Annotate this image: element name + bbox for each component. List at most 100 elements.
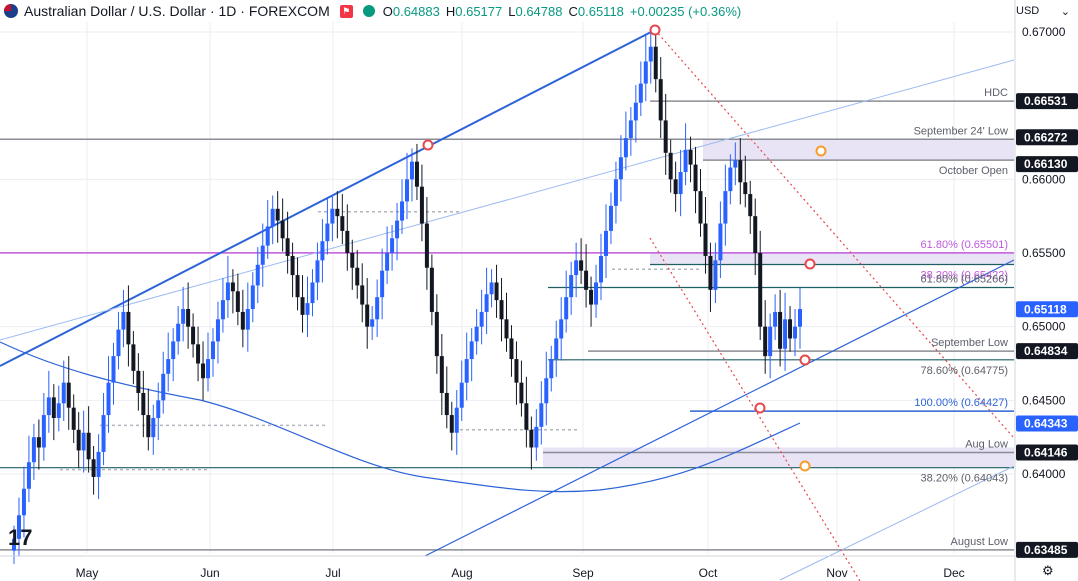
- candle-body: [345, 230, 350, 253]
- candle-body: [335, 208, 340, 217]
- candle-body: [414, 161, 419, 187]
- candle-body: [275, 208, 280, 221]
- x-tick-label: Dec: [943, 566, 964, 580]
- candle-body: [151, 418, 156, 438]
- candle-body: [36, 437, 41, 448]
- price-tag: [1016, 343, 1078, 360]
- candle-body: [584, 270, 589, 290]
- candle-body: [280, 220, 285, 239]
- pivot-marker: [815, 145, 827, 157]
- ohlc-change: +0.00235 (+0.36%): [629, 3, 742, 19]
- candle-body: [46, 397, 51, 416]
- symbol-title[interactable]: Australian Dollar / U.S. Dollar · 1D · F…: [24, 3, 330, 19]
- channel-mid-line: [0, 59, 1015, 341]
- candlestick-series: [12, 29, 802, 564]
- price-tag: [1016, 156, 1078, 173]
- candle-body: [225, 282, 230, 301]
- level-label: Aug Low: [965, 438, 1008, 450]
- candle-body: [544, 378, 549, 404]
- candle-body: [514, 359, 519, 383]
- candle-body: [439, 356, 444, 393]
- candle-body: [255, 264, 260, 286]
- candle-body: [400, 201, 405, 221]
- candle-body: [703, 223, 708, 256]
- price-tag: [1016, 301, 1078, 318]
- channel-base-line: [779, 465, 1015, 581]
- candle-body: [305, 303, 310, 315]
- candle-body: [603, 230, 608, 256]
- candle-body: [728, 167, 733, 192]
- price-tag-label: 0.66130: [1024, 157, 1068, 171]
- price-tag-label: 0.64343: [1024, 416, 1068, 430]
- candle-body: [489, 282, 494, 295]
- candle-body: [479, 311, 484, 327]
- zone-sept-low: [703, 139, 1014, 161]
- candle-body: [315, 260, 320, 283]
- candle-body: [285, 238, 290, 256]
- y-tick-label: 0.67000: [1022, 25, 1066, 39]
- ohlc-high: H0.65177: [445, 3, 503, 19]
- pivot-marker: [799, 354, 811, 366]
- candle-body: [76, 429, 81, 451]
- level-label: HDC: [984, 87, 1008, 99]
- candle-body: [176, 323, 181, 342]
- candle-body: [738, 160, 743, 183]
- candle-body: [519, 382, 524, 404]
- au-us-flag-icon: [4, 4, 18, 18]
- candle-body: [265, 226, 270, 246]
- candle-body: [469, 341, 474, 360]
- candle-body: [658, 79, 663, 121]
- candle-body: [484, 294, 489, 312]
- candle-body: [788, 319, 793, 339]
- candle-body: [464, 359, 469, 383]
- price-tag-label: 0.64834: [1024, 344, 1068, 358]
- candle-body: [56, 403, 61, 419]
- candle-body: [166, 359, 171, 374]
- price-tag-label: 0.65118: [1024, 302, 1067, 316]
- candle-body: [499, 300, 504, 320]
- price-tag: [1016, 415, 1078, 432]
- candle-body: [26, 462, 31, 489]
- candle-body: [758, 253, 763, 327]
- candle-body: [608, 205, 613, 231]
- flag-marker-icon[interactable]: ⚑: [339, 4, 353, 18]
- gear-icon[interactable]: ⚙: [1042, 563, 1054, 578]
- candle-body: [444, 392, 449, 416]
- candle-body: [554, 338, 559, 360]
- currency-button[interactable]: USD ⌄: [1016, 2, 1070, 20]
- x-tick-label: Oct: [699, 566, 718, 580]
- candle-body: [509, 338, 514, 360]
- candle-body: [559, 319, 564, 339]
- candle-body: [66, 382, 71, 408]
- candle-body: [643, 61, 648, 84]
- candle-body: [21, 488, 26, 516]
- y-tick-label: 0.65000: [1022, 320, 1066, 334]
- zone-aug-low: [543, 447, 1014, 469]
- candle-body: [693, 164, 698, 192]
- candle-body: [126, 311, 131, 345]
- moving-average-line: [0, 341, 801, 493]
- candle-body: [325, 223, 330, 242]
- candle-body: [713, 260, 718, 290]
- candle-body: [340, 216, 345, 231]
- candle-body: [763, 326, 768, 357]
- candle-body: [534, 426, 539, 448]
- candle-body: [260, 245, 265, 265]
- candle-body: [504, 319, 509, 339]
- candle-body: [186, 308, 191, 327]
- candle-body: [210, 341, 215, 360]
- candle-body: [81, 432, 86, 451]
- candle-body: [350, 253, 355, 268]
- candle-body: [330, 208, 335, 224]
- y-tick-label: 0.66000: [1022, 172, 1066, 186]
- candle-body: [718, 223, 723, 261]
- candle-body: [116, 329, 121, 357]
- candle-body: [360, 285, 365, 305]
- candle-body: [768, 326, 773, 357]
- candle-body: [524, 403, 529, 430]
- y-tick-label: 0.65500: [1022, 246, 1066, 260]
- price-tag-label: 0.64146: [1024, 445, 1068, 459]
- candle-body: [300, 297, 305, 315]
- candle-body: [723, 191, 728, 224]
